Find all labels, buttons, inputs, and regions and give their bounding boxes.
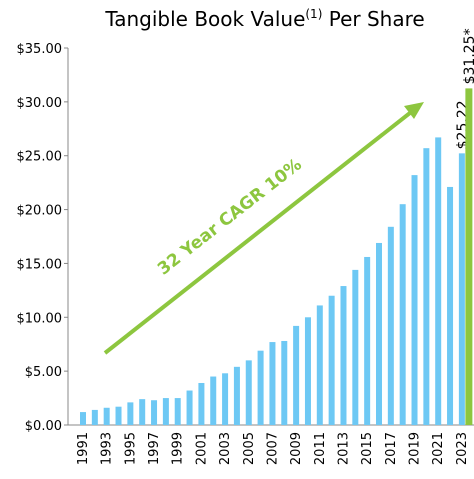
bar <box>233 366 240 425</box>
bar <box>151 400 158 425</box>
y-tick-label: $5.00 <box>25 365 62 380</box>
bar <box>458 153 465 425</box>
x-tick-label: 2009 <box>289 432 304 465</box>
x-tick-label: 2019 <box>408 432 423 465</box>
y-tick-label: $35.00 <box>17 42 63 57</box>
bar <box>423 148 430 425</box>
x-tick-label: 1997 <box>147 432 162 465</box>
y-tick-label: $25.00 <box>17 150 63 165</box>
bar <box>364 256 371 425</box>
bar <box>387 226 394 425</box>
bar <box>352 269 359 425</box>
bar <box>447 186 454 425</box>
bar <box>162 398 169 425</box>
x-tick-label: 1993 <box>100 432 115 465</box>
trend-arrow <box>103 107 417 355</box>
bar <box>411 175 418 425</box>
x-tick-label: 1991 <box>76 432 91 465</box>
x-tick-label: 2013 <box>336 432 351 465</box>
y-tick-label: $30.00 <box>17 96 63 111</box>
value-label: $31.25* <box>462 28 474 84</box>
bar <box>91 409 98 425</box>
bar <box>222 373 229 425</box>
x-tick-label: 2021 <box>431 432 446 465</box>
x-tick-label: 2003 <box>218 432 233 465</box>
x-tick-label: 2015 <box>360 432 375 465</box>
x-tick-label: 2007 <box>265 432 280 465</box>
x-tick-label: 2001 <box>194 432 209 465</box>
bar <box>186 390 193 425</box>
bar <box>269 342 276 425</box>
x-tick-label: 1995 <box>123 432 138 465</box>
bar <box>210 376 217 425</box>
bar <box>257 350 264 425</box>
x-tick-label: 2017 <box>384 432 399 465</box>
bar <box>293 325 300 425</box>
bar <box>316 305 323 425</box>
annotation: 32 Year CAGR 10% <box>154 155 306 280</box>
y-tick-label: $15.00 <box>17 257 63 272</box>
title-main: Tangible Book Value <box>104 7 305 31</box>
bar <box>328 295 335 425</box>
x-tick-label: 2011 <box>313 432 328 465</box>
bar <box>174 398 181 425</box>
arrow-head <box>404 102 424 119</box>
bar <box>281 340 288 425</box>
bar <box>376 242 382 425</box>
bar <box>198 382 205 425</box>
bar <box>304 317 311 425</box>
bar <box>127 402 134 425</box>
bar <box>103 407 110 425</box>
y-tick-label: $10.00 <box>17 311 63 326</box>
bar <box>340 286 347 425</box>
y-tick-label: $0.00 <box>25 419 62 434</box>
bar <box>80 412 86 425</box>
bar <box>399 204 406 425</box>
bar <box>115 406 122 425</box>
x-tick-label: 1999 <box>171 432 186 465</box>
bar <box>465 88 473 426</box>
bar <box>245 360 252 425</box>
title-suffix: Per Share <box>322 7 424 31</box>
y-tick-label: $20.00 <box>17 204 63 219</box>
x-tick-label: 2005 <box>242 432 257 465</box>
title-superscript: (1) <box>305 7 322 21</box>
bar <box>139 399 146 425</box>
bar <box>435 137 442 425</box>
x-tick-label: 2023 <box>455 432 470 465</box>
chart-title: Tangible Book Value(1) Per Share <box>104 7 424 31</box>
